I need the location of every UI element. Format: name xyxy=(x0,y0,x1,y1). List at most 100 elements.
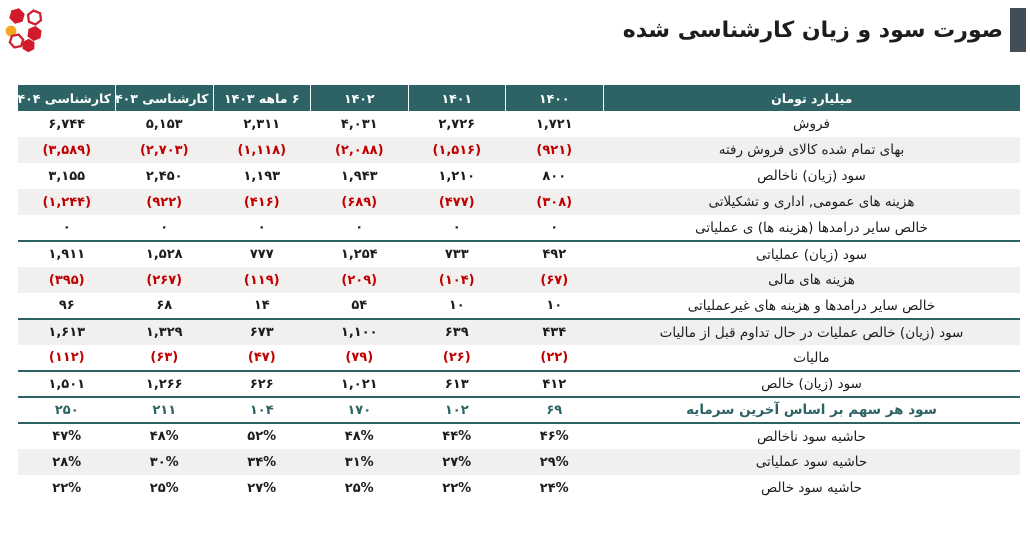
cell-value: (۱,۱۱۸) xyxy=(213,137,311,163)
cell-value: ۶۷۳ xyxy=(213,319,311,345)
cell-value: ۰ xyxy=(408,215,506,242)
cell-value: (۳۹۵) xyxy=(18,267,116,293)
cell-value: ۲۵% xyxy=(344,480,374,496)
cell-value: (۹۲۲) xyxy=(115,189,213,215)
cell-value: ۲۲% xyxy=(442,480,472,496)
row-label: سود (زیان) خالص عملیات در حال تداوم قبل … xyxy=(603,319,1020,345)
row-label: بهای تمام شده کالای فروش رفته xyxy=(603,137,1020,163)
table-row-6: هزینه های مالی (۶۷) (۱۰۴) (۲۰۹) (۱۱۹) (۲۶۷) (۳… xyxy=(18,267,1020,293)
cell-value: ۱,۲۵۴ xyxy=(340,247,378,262)
cell-value: (۳,۵۸۹) xyxy=(18,137,116,163)
cell-value: ۶,۷۴۴ xyxy=(48,116,86,132)
cell-value: ۶۱۳ xyxy=(408,371,506,398)
cell-value: (۲,۷۰۳) xyxy=(115,137,213,163)
cell-value: ۰ xyxy=(505,215,603,242)
cell-value: (۴۱۶) xyxy=(213,189,311,215)
table-row-7: خالص سایر درامدها و هزینه های غیرعملیاتی… xyxy=(18,293,1020,320)
cell-value: ۶۳۹ xyxy=(408,319,506,345)
cell-value: ۱۰۲ xyxy=(408,397,506,424)
cell-value: ۱,۵۰۱ xyxy=(18,371,116,398)
cell-value: ۱۰۴ xyxy=(213,397,311,424)
cell-value: ۱,۲۶۶ xyxy=(115,371,213,398)
cell-value: ۱۰ xyxy=(505,293,603,320)
table-row-8: سود (زیان) خالص عملیات در حال تداوم قبل … xyxy=(18,319,1020,345)
cell-value: ۳۱% xyxy=(310,449,408,475)
cell-value: ۱۷۰ xyxy=(310,397,408,424)
cell-value: ۱,۳۲۹ xyxy=(115,319,213,345)
table-row-12: حاشیه سود ناخالص ۴۶% ۴۴% ۴۸% ۵۲% ۴۸% ۴۷% xyxy=(18,423,1020,449)
cell-value: (۲۶۷) xyxy=(115,267,213,293)
cell-value: (۲۶) xyxy=(408,345,506,372)
table-row-9: مالیات (۲۲) (۲۶) (۷۹) (۴۷) (۶۳) (۱۱۲) xyxy=(18,345,1020,372)
table-row-3: هزینه های عمومی, اداری و تشکیلاتی (۳۰۸) (۴… xyxy=(18,189,1020,215)
company-logo xyxy=(5,8,43,52)
cell-value: ۰ xyxy=(213,215,311,242)
cell-value: ۱,۵۲۸ xyxy=(145,247,183,262)
cell-value: ۱,۱۰۰ xyxy=(310,319,408,345)
cell-value: ۶۲۶ xyxy=(213,371,311,398)
cell-value: ۴,۰۳۱ xyxy=(340,116,378,132)
row-label: سود (زیان) ناخالص xyxy=(757,168,866,184)
row-label: فروش xyxy=(793,116,830,132)
column-header-2: ۱۴۰۲ xyxy=(310,85,408,111)
cell-value: ۲۸% xyxy=(18,449,116,475)
row-label: حاشیه سود عملیاتی xyxy=(603,449,1020,475)
cell-value: ۴۸% xyxy=(344,429,374,444)
row-label: حاشیه سود ناخالص xyxy=(757,428,866,445)
cell-value: ۳,۱۵۵ xyxy=(48,168,86,184)
column-header-5: کارشناسی ۱۴۰۴ xyxy=(18,85,116,111)
cell-value: (۲۲) xyxy=(505,345,603,372)
table-header-row: میلیارد تومان ۱۴۰۰ ۱۴۰۱ ۱۴۰۲ ۶ ماهه ۱۴۰۳ کارش… xyxy=(18,85,1020,111)
table-row-13: حاشیه سود عملیاتی ۲۹% ۲۷% ۳۱% ۳۴% ۳۰% ۲۸% xyxy=(18,449,1020,475)
table-row-1: بهای تمام شده کالای فروش رفته (۹۲۱) (۱,۵۱۶… xyxy=(18,137,1020,163)
row-label: سود (زیان) عملیاتی xyxy=(755,246,868,263)
table-row-5: سود (زیان) عملیاتی ۴۹۲ ۷۳۳ ۱,۲۵۴ ۷۷۷ ۱,۵۲۸ ۱,۹… xyxy=(18,241,1020,267)
cell-value: ۱,۶۱۳ xyxy=(18,319,116,345)
hexagon-flower-icon xyxy=(5,8,43,52)
cell-value: (۴۷) xyxy=(213,345,311,372)
cell-value: ۱,۲۱۰ xyxy=(438,168,476,184)
row-label: مالیات xyxy=(603,345,1020,372)
cell-value: ۷۳۳ xyxy=(444,247,469,262)
cell-value: ۴۷% xyxy=(52,429,82,444)
table-row-11: سود هر سهم بر اساس آخرین سرمایه ۶۹ ۱۰۲ ۱۷۰ ۱… xyxy=(18,397,1020,424)
cell-value: (۱۱۹) xyxy=(213,267,311,293)
cell-value: ۵۲% xyxy=(247,429,277,444)
cell-value: ۴۸% xyxy=(149,429,179,444)
row-label: هزینه های عمومی, اداری و تشکیلاتی xyxy=(603,189,1020,215)
row-label: سود (زیان) خالص xyxy=(603,371,1020,398)
row-label: سود هر سهم بر اساس آخرین سرمایه xyxy=(603,397,1020,424)
column-header-3: ۶ ماهه ۱۴۰۳ xyxy=(212,85,311,111)
cell-value: ۲۱۱ xyxy=(115,397,213,424)
column-header-1: ۱۴۰۱ xyxy=(407,85,506,111)
row-label: هزینه های مالی xyxy=(603,267,1020,293)
unit-header-cell: میلیارد تومان xyxy=(602,85,1020,111)
cell-value: ۹۶ xyxy=(18,293,116,320)
cell-value: (۹۲۱) xyxy=(505,137,603,163)
cell-value: ۲۵۰ xyxy=(18,397,116,424)
table-row-4: خالص سایر درامدها (هزینه ها) ی عملیاتی ۰ ۰… xyxy=(18,215,1020,242)
cell-value: (۱۱۲) xyxy=(18,345,116,372)
table-row-14: حاشیه سود خالص ۲۴% ۲۲% ۲۵% ۲۷% ۲۵% ۲۲% xyxy=(18,475,1020,501)
page-title: صورت سود و زیان کارشناسی شده xyxy=(622,17,1003,43)
cell-value: ۶۸ xyxy=(115,293,213,320)
table-row-0: فروش ۱,۷۲۱ ۲,۷۲۶ ۴,۰۳۱ ۲,۳۱۱ ۵,۱۵۳ ۶,۷۴۴ xyxy=(18,111,1020,137)
cell-value: ۲۷% xyxy=(247,480,277,496)
cell-value: ۲۷% xyxy=(408,449,506,475)
cell-value: (۳۰۸) xyxy=(505,189,603,215)
cell-value: ۷۷۷ xyxy=(249,247,274,262)
cell-value: ۴۶% xyxy=(539,429,569,444)
table-row-10: سود (زیان) خالص ۴۱۲ ۶۱۳ ۱,۰۲۱ ۶۲۶ ۱,۲۶۶ ۱,۵۰۱ xyxy=(18,371,1020,398)
column-header-0: ۱۴۰۰ xyxy=(505,85,603,111)
cell-value: ۱۰ xyxy=(408,293,506,320)
cell-value: ۲۲% xyxy=(52,480,82,496)
cell-value: ۵۴ xyxy=(310,293,408,320)
cell-value: ۲۹% xyxy=(505,449,603,475)
cell-value: ۶۹ xyxy=(505,397,603,424)
cell-value: (۱,۲۴۴) xyxy=(18,189,116,215)
title-accent-bar xyxy=(1010,8,1026,52)
cell-value: ۲۴% xyxy=(539,480,569,496)
cell-value: ۱,۹۴۳ xyxy=(340,168,378,184)
table-row-2: سود (زیان) ناخالص ۸۰۰ ۱,۲۱۰ ۱,۹۴۳ ۱,۱۹۳ ۲,۴۵۰… xyxy=(18,163,1020,189)
